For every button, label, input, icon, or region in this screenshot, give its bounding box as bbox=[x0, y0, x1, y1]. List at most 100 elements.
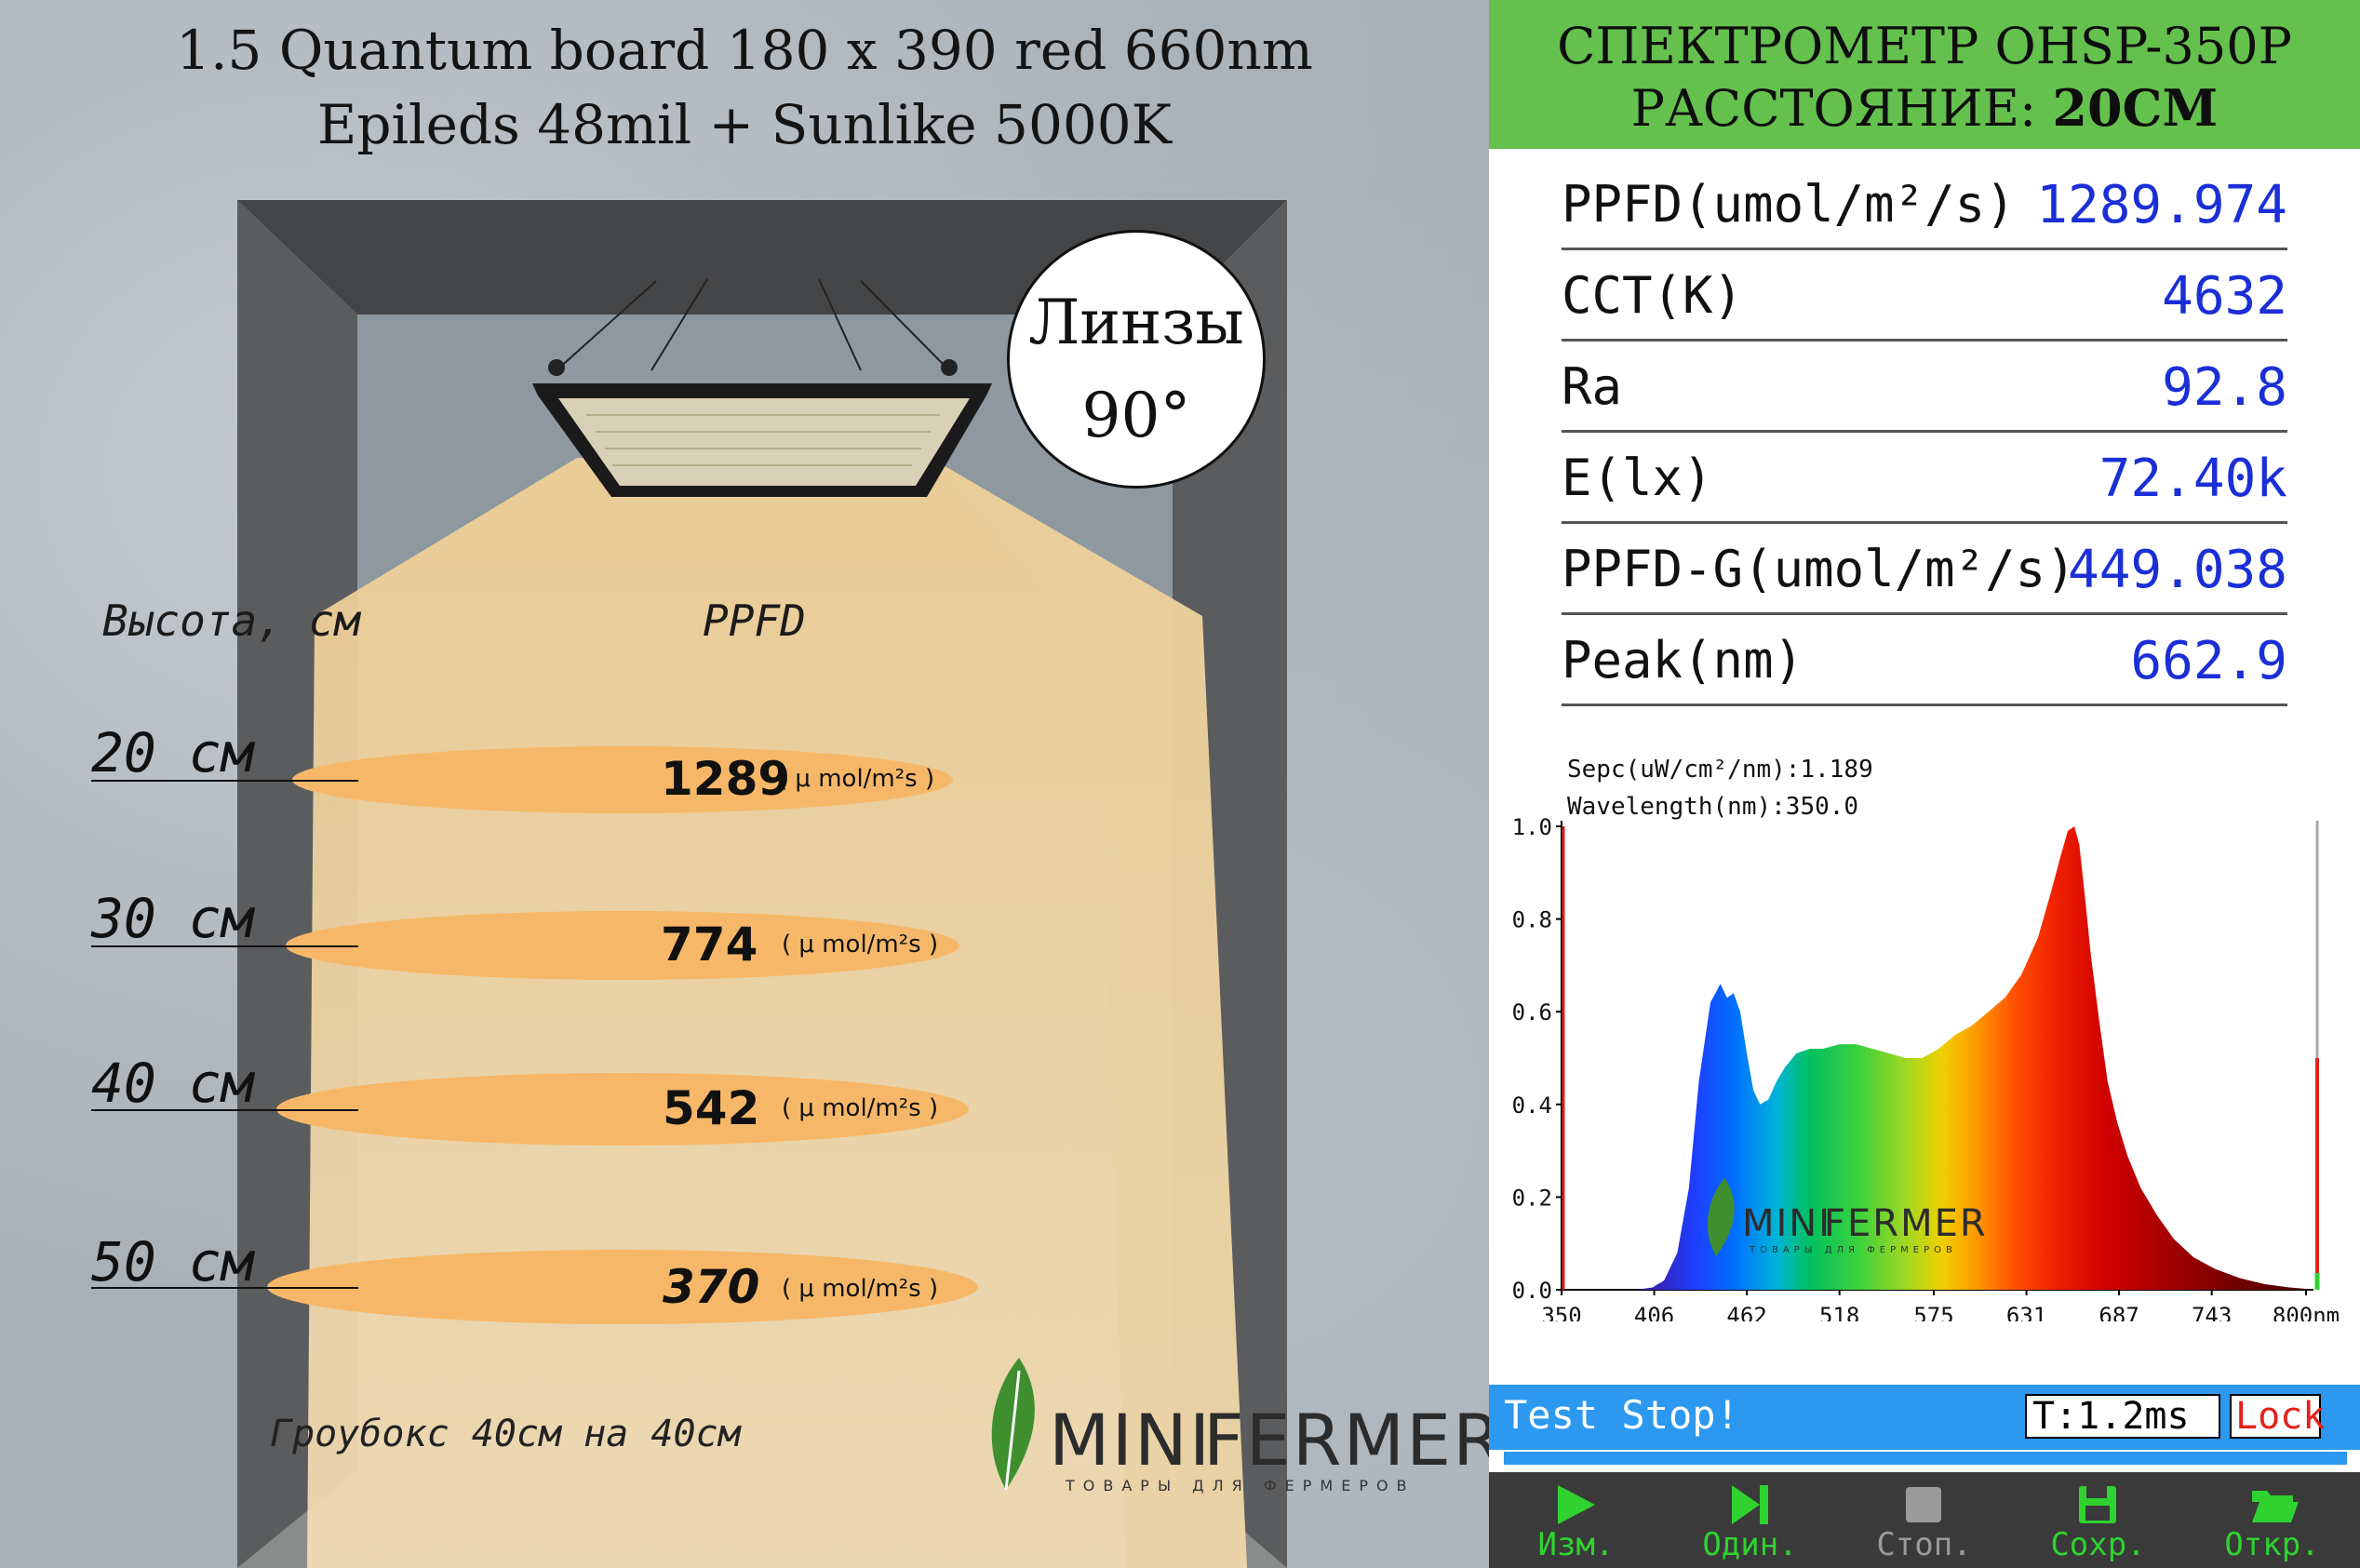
play-icon bbox=[1558, 1485, 1595, 1524]
single-label: Один. bbox=[1702, 1526, 1798, 1563]
spectrometer-header: СПЕКТРОМЕТР OHSP-350P РАССТОЯНИЕ: 20СМ bbox=[1489, 0, 2360, 149]
stop-button[interactable]: Стоп. bbox=[1837, 1472, 2011, 1568]
single-button[interactable]: Один. bbox=[1663, 1472, 1837, 1568]
title-line-1: 1.5 Quantum board 180 x 390 red 660nm bbox=[176, 19, 1313, 82]
logo-word-fermer: FERMER bbox=[1203, 1399, 1504, 1481]
open-label: Откр. bbox=[2224, 1526, 2320, 1563]
ppfd-header: PPFD bbox=[703, 596, 806, 646]
lens-badge: Линзы 90° bbox=[1007, 230, 1266, 489]
ppfd-value-30: 774 bbox=[661, 918, 758, 972]
ppfd-value-40: 542 bbox=[663, 1081, 760, 1135]
distance-value: 20СМ bbox=[2052, 78, 2219, 138]
height-line-40 bbox=[91, 1109, 358, 1111]
metric-value: 92.8 bbox=[2162, 357, 2287, 418]
ppfd-value-50: 370 bbox=[663, 1260, 760, 1314]
height-label-20: 20 см bbox=[91, 721, 254, 784]
ppfd-ellipses bbox=[267, 746, 978, 1324]
y-tick-label: 0.0 bbox=[1512, 1278, 1552, 1304]
metric-value: 449.038 bbox=[2067, 540, 2287, 600]
distance-line: РАССТОЯНИЕ: 20СМ bbox=[1489, 78, 2360, 138]
box-back-top bbox=[237, 200, 1287, 315]
wavelength-readout: Wavelength(nm):350.0 bbox=[1567, 793, 1859, 821]
stop-icon bbox=[1906, 1487, 1941, 1522]
logo-word-mini: MINI bbox=[1049, 1399, 1213, 1481]
chart-watermark-logo: MINI FERMER ТОВАРЫ ДЛЯ ФЕРМЕРОВ bbox=[1701, 1174, 1999, 1267]
spectrometer-title: СПЕКТРОМЕТР OHSP-350P bbox=[1557, 17, 2292, 75]
metric-value: 4632 bbox=[2162, 266, 2287, 327]
spectrum-y-ticks: 0.0 0.2 0.4 0.6 0.8 1.0 bbox=[1512, 814, 1562, 1304]
lamp-leds bbox=[586, 414, 940, 466]
x-tick-label: 350 bbox=[1541, 1303, 1581, 1321]
metric-row-ra: Ra 92.8 bbox=[1562, 339, 2287, 433]
y-tick-label: 0.2 bbox=[1512, 1185, 1552, 1211]
spectrum-x-ticks: 350 406 462 518 575 631 687 743 800nm bbox=[1541, 1290, 2340, 1321]
metric-label: PPFD(umol/m²/s) bbox=[1562, 175, 2016, 234]
title-line-2: Epileds 48mil + Sunlike 5000K bbox=[317, 93, 1172, 156]
x-tick-label: 406 bbox=[1634, 1303, 1674, 1321]
x-tick-label: 743 bbox=[2192, 1303, 2232, 1321]
metric-value: 662.9 bbox=[2130, 631, 2287, 691]
metric-label: CCT(K) bbox=[1562, 266, 1744, 325]
metric-row-cct: CCT(K) 4632 bbox=[1562, 248, 2287, 342]
metric-row-lux: E(lx) 72.40k bbox=[1562, 430, 2287, 524]
lens-angle: 90° bbox=[1081, 380, 1191, 451]
y-tick-label: 1.0 bbox=[1512, 814, 1552, 840]
growbox-note: Гроубокс 40см на 40см bbox=[270, 1413, 741, 1455]
metric-label: Peak(nm) bbox=[1562, 631, 1804, 690]
measure-button[interactable]: Изм. bbox=[1489, 1472, 1663, 1568]
status-underline bbox=[1504, 1452, 2347, 1465]
ppfd-unit-20: ( μ mol/m²s ) bbox=[778, 765, 935, 793]
distance-label: РАССТОЯНИЕ: bbox=[1630, 79, 2053, 138]
y-tick-label: 0.4 bbox=[1512, 1092, 1552, 1119]
integration-time-field[interactable]: T:1.2ms bbox=[2025, 1394, 2220, 1439]
step-icon bbox=[1732, 1485, 1768, 1524]
metric-label: E(lx) bbox=[1562, 449, 1713, 507]
height-line-50 bbox=[91, 1287, 358, 1289]
spectrum-chart: 0.0 0.2 0.4 0.6 0.8 1.0 350 406 462 518 575 631 687… bbox=[1512, 814, 2340, 1321]
x-tick-label: 575 bbox=[1913, 1303, 1953, 1321]
save-button[interactable]: Сохр. bbox=[2011, 1472, 2185, 1568]
metric-value: 1289.974 bbox=[2036, 175, 2287, 235]
lamp-hooks bbox=[548, 359, 958, 376]
lamp-board bbox=[558, 398, 970, 486]
logo-slogan: ТОВАРЫ ДЛЯ ФЕРМЕРОВ bbox=[1066, 1477, 1415, 1494]
spectrometer-toolbar: Изм. Один. Стоп. Сохр. Откр. bbox=[1489, 1472, 2360, 1568]
lamp-cables bbox=[556, 278, 950, 371]
watermark-slogan: ТОВАРЫ ДЛЯ ФЕРМЕРОВ bbox=[1750, 1245, 1957, 1255]
stop-label: Стоп. bbox=[1876, 1526, 1972, 1563]
height-header: Высота, см bbox=[102, 596, 360, 646]
x-tick-label: 687 bbox=[2099, 1303, 2139, 1321]
height-line-20 bbox=[91, 780, 358, 782]
status-bar: Test Stop! T:1.2ms Lock bbox=[1489, 1385, 2360, 1450]
lock-button[interactable]: Lock bbox=[2230, 1394, 2325, 1439]
ppfd-unit-50: ( μ mol/m²s ) bbox=[782, 1275, 939, 1303]
growbox-illustration bbox=[237, 200, 1287, 1568]
x-tick-label: 800nm bbox=[2273, 1303, 2340, 1321]
metric-row-ppfd: PPFD(umol/m²/s) 1289.974 bbox=[1562, 156, 2287, 250]
metric-value: 72.40k bbox=[2099, 449, 2287, 509]
metric-row-peak: Peak(nm) 662.9 bbox=[1562, 612, 2287, 706]
watermark-word-fermer: FERMER bbox=[1824, 1202, 1988, 1245]
save-icon bbox=[2079, 1486, 2116, 1523]
height-label-50: 50 см bbox=[91, 1230, 254, 1293]
watermark-word-mini: MINI bbox=[1742, 1202, 1832, 1245]
minifermer-logo: MINI FERMER ТОВАРЫ ДЛЯ ФЕРМЕРОВ bbox=[982, 1354, 1502, 1494]
height-line-30 bbox=[91, 945, 358, 947]
metric-row-ppfd-g: PPFD-G(umol/m²/s) 449.038 bbox=[1562, 521, 2287, 615]
x-tick-label: 631 bbox=[2006, 1303, 2046, 1321]
height-label-40: 40 см bbox=[91, 1052, 254, 1115]
status-text: Test Stop! bbox=[1504, 1392, 1739, 1438]
ppfd-value-20: 1289 bbox=[661, 752, 791, 806]
height-label-30: 30 см bbox=[91, 887, 254, 950]
ppfd-unit-40: ( μ mol/m²s ) bbox=[782, 1094, 939, 1122]
spectrum-area bbox=[1562, 826, 2306, 1290]
light-beam-right-shade bbox=[931, 458, 1247, 1568]
y-tick-label: 0.6 bbox=[1512, 999, 1552, 1025]
open-folder-icon bbox=[2252, 1491, 2299, 1522]
save-label: Сохр. bbox=[2050, 1526, 2146, 1563]
ppfd-unit-30: ( μ mol/m²s ) bbox=[782, 931, 939, 958]
metric-label: Ra bbox=[1562, 357, 1623, 416]
open-button[interactable]: Откр. bbox=[2185, 1472, 2359, 1568]
measure-label: Изм. bbox=[1537, 1526, 1615, 1563]
spectrometer-panel: СПЕКТРОМЕТР OHSP-350P РАССТОЯНИЕ: 20СМ P… bbox=[1489, 0, 2360, 1568]
